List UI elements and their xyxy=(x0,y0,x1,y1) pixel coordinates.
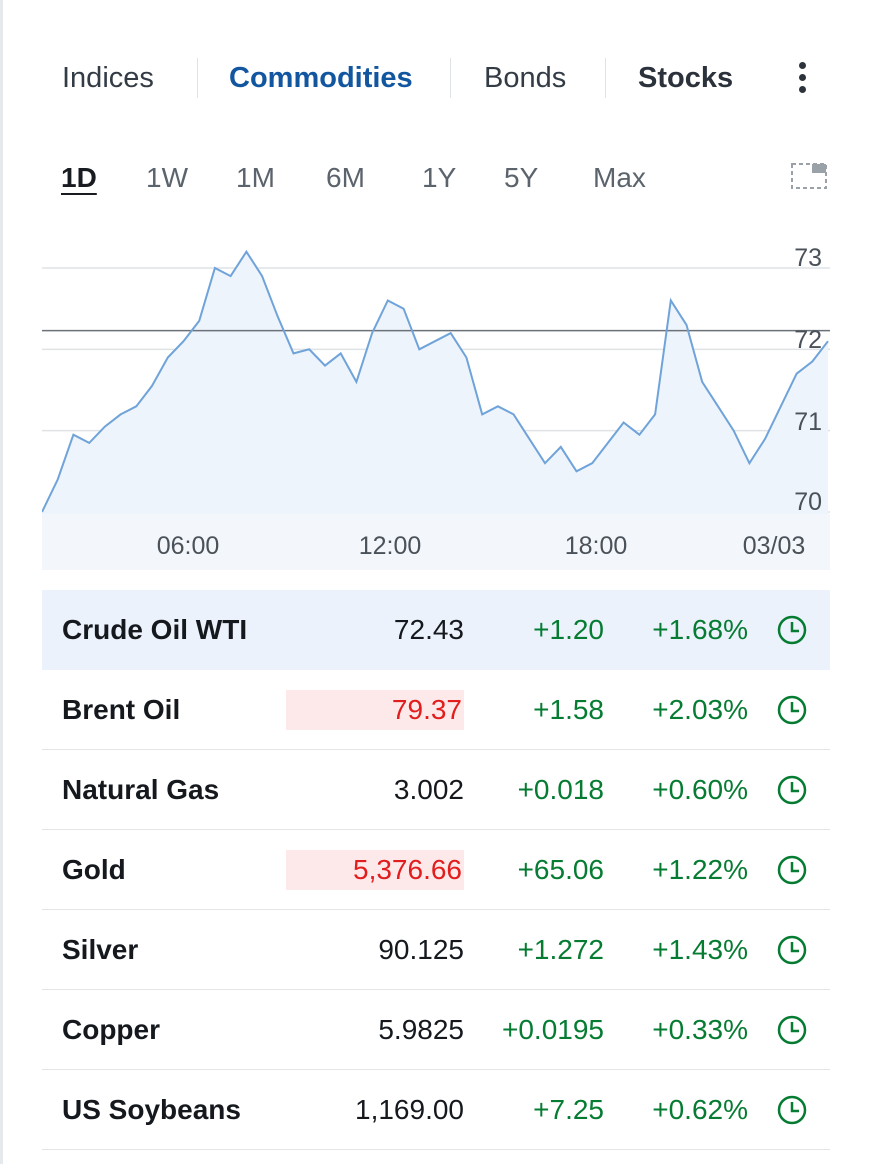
instrument-change-percent: +1.22% xyxy=(652,854,748,885)
instrument-change-percent: +1.43% xyxy=(652,934,748,965)
period-1w[interactable]: 1W xyxy=(146,162,188,193)
y-tick-label: 72 xyxy=(794,326,822,354)
instrument-price: 5.9825 xyxy=(378,1014,464,1045)
instrument-price: 5,376.66 xyxy=(286,850,464,890)
instrument-name[interactable]: Natural Gas xyxy=(62,774,220,805)
clock-icon xyxy=(777,615,807,645)
table-row[interactable]: US Soybeans 1,169.00 +7.25 +0.62% xyxy=(42,1070,830,1150)
tab-bonds[interactable]: Bonds xyxy=(484,62,567,94)
instrument-price: 79.37 xyxy=(286,690,464,730)
tab-divider xyxy=(450,58,451,98)
instrument-change: +1.20 xyxy=(533,614,604,645)
instrument-name[interactable]: Silver xyxy=(62,934,139,965)
y-tick-label: 73 xyxy=(794,244,822,272)
instrument-change-percent: +0.62% xyxy=(652,1094,748,1125)
instrument-name[interactable]: Gold xyxy=(62,854,126,885)
table-row[interactable]: Crude Oil WTI 72.43 +1.20 +1.68% xyxy=(42,590,830,670)
table-row[interactable]: Silver 90.125 +1.272 +1.43% xyxy=(42,910,830,990)
period-1y[interactable]: 1Y xyxy=(422,162,457,193)
instrument-change-percent: +2.03% xyxy=(652,694,748,725)
tab-divider xyxy=(197,58,198,98)
instrument-change: +0.018 xyxy=(517,774,604,805)
instrument-price: 72.43 xyxy=(393,614,464,645)
instrument-name[interactable]: Crude Oil WTI xyxy=(62,614,248,645)
x-tick-label: 06:00 xyxy=(156,532,220,560)
table-row[interactable]: Brent Oil 79.37 +1.58 +2.03% xyxy=(42,670,830,750)
tab-stocks[interactable]: Stocks xyxy=(638,62,734,94)
commodities-table: Crude Oil WTI 72.43 +1.20 +1.68% Brent O… xyxy=(42,590,830,1150)
instrument-change-percent: +1.68% xyxy=(652,614,748,645)
period-max[interactable]: Max xyxy=(593,162,646,193)
clock-icon xyxy=(777,855,807,885)
clock-icon xyxy=(777,1015,807,1045)
table-row[interactable]: Natural Gas 3.002 +0.018 +0.60% xyxy=(42,750,830,830)
instrument-name[interactable]: Brent Oil xyxy=(62,694,181,725)
tab-commodities[interactable]: Commodities xyxy=(229,62,413,94)
y-tick-label: 71 xyxy=(794,408,822,436)
instrument-change: +1.58 xyxy=(533,694,604,725)
instrument-change: +1.272 xyxy=(517,934,604,965)
panel-left-border xyxy=(0,0,3,1164)
clock-icon xyxy=(777,1095,807,1125)
clock-icon xyxy=(777,695,807,725)
instrument-change: +65.06 xyxy=(517,854,604,885)
period-1m[interactable]: 1M xyxy=(236,162,275,193)
area-fill xyxy=(42,251,828,514)
price-chart[interactable]: 73 72 71 70 06:00 12:00 18:00 03/03 xyxy=(42,232,830,572)
period-selector: 1D 1W 1M 6M 1Y 5Y Max xyxy=(42,152,830,204)
period-1d[interactable]: 1D xyxy=(61,162,97,193)
chart-canvas xyxy=(42,232,830,570)
instrument-price: 90.125 xyxy=(378,934,464,965)
tab-indices[interactable]: Indices xyxy=(62,62,154,94)
clock-icon xyxy=(777,775,807,805)
expand-chart-icon[interactable] xyxy=(790,160,828,192)
price-line xyxy=(42,249,829,513)
more-options-icon[interactable] xyxy=(790,52,814,104)
instrument-price: 3.002 xyxy=(393,774,464,805)
x-tick-label: 12:00 xyxy=(358,532,422,560)
instrument-price: 1,169.00 xyxy=(355,1094,464,1125)
x-axis-band xyxy=(42,514,830,570)
y-tick-label: 70 xyxy=(794,488,822,516)
period-5y[interactable]: 5Y xyxy=(504,162,539,193)
x-tick-label: 03/03 xyxy=(742,532,806,560)
instrument-change-percent: +0.60% xyxy=(652,774,748,805)
clock-icon xyxy=(777,935,807,965)
instrument-name[interactable]: Copper xyxy=(62,1014,160,1045)
x-tick-label: 18:00 xyxy=(564,532,628,560)
instrument-name[interactable]: US Soybeans xyxy=(62,1094,241,1125)
instrument-change: +7.25 xyxy=(533,1094,604,1125)
table-row[interactable]: Copper 5.9825 +0.0195 +0.33% xyxy=(42,990,830,1070)
period-6m[interactable]: 6M xyxy=(326,162,365,193)
instrument-change-percent: +0.33% xyxy=(652,1014,748,1045)
instrument-change: +0.0195 xyxy=(502,1014,604,1045)
tab-divider xyxy=(605,58,606,98)
table-row[interactable]: Gold 5,376.66 +65.06 +1.22% xyxy=(42,830,830,910)
category-tabs: Indices Commodities Bonds Stocks xyxy=(42,52,830,104)
